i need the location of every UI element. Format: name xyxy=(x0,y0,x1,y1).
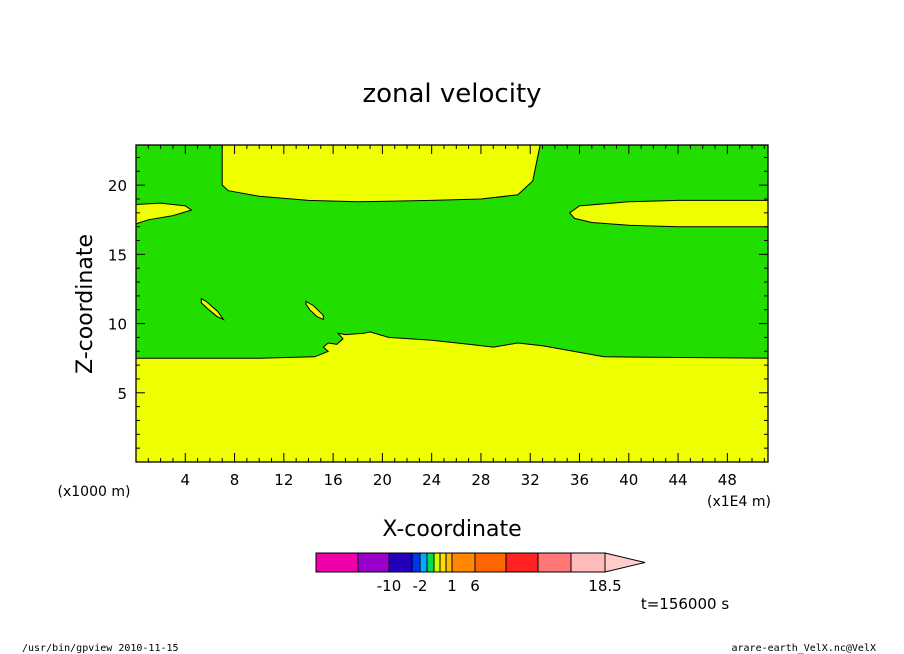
y-tick-label: 10 xyxy=(108,316,127,334)
chart-title: zonal velocity xyxy=(362,79,541,109)
plot-area xyxy=(135,144,769,463)
small-lens-right xyxy=(305,300,324,321)
colorbar-box xyxy=(570,552,606,573)
x-tick-labels: 4 8 12 16 20 24 28 32 36 40 44 48 xyxy=(181,471,737,489)
colorbar-legend xyxy=(315,552,646,573)
colorbar-box xyxy=(411,552,421,573)
colorbar-extension xyxy=(604,552,646,573)
x-tick-label: 8 xyxy=(230,471,240,489)
x-tick-label: 44 xyxy=(669,471,688,489)
colorbar-box xyxy=(439,552,447,573)
small-lens-left xyxy=(200,297,226,321)
colorbar-box xyxy=(426,552,435,573)
footer-left: /usr/bin/gpview 2010-11-15 xyxy=(22,643,179,654)
y-tick-labels: 5 10 15 20 xyxy=(108,177,127,403)
left-edge-lens xyxy=(135,202,193,225)
x-tick-label: 24 xyxy=(422,471,441,489)
x-tick-label: 48 xyxy=(718,471,737,489)
colorbar-label: 1 xyxy=(447,577,457,595)
axis-ticks xyxy=(136,145,768,462)
x-tick-label: 40 xyxy=(619,471,638,489)
colorbar-box xyxy=(388,552,413,573)
colorbar-box xyxy=(451,552,476,573)
colorbar-box xyxy=(357,552,390,573)
y-tick-label: 15 xyxy=(108,246,127,264)
y-tick-label: 5 xyxy=(117,385,127,403)
x-tick-label: 16 xyxy=(324,471,343,489)
x-tick-label: 28 xyxy=(471,471,490,489)
x-tick-label: 32 xyxy=(521,471,540,489)
lower-positive-region xyxy=(135,331,769,463)
footer-right: arare-earth_VelX.nc@VelX xyxy=(732,643,877,654)
colorbar-label: 18.5 xyxy=(588,577,621,595)
colorbar-box xyxy=(474,552,507,573)
colorbar-box xyxy=(537,552,572,573)
colorbar-label: -2 xyxy=(413,577,428,595)
x-axis-label: X-coordinate xyxy=(382,517,521,542)
x-tick-label: 36 xyxy=(570,471,589,489)
y-unit-label: (x1000 m) xyxy=(58,484,131,500)
time-label: t=156000 s xyxy=(641,595,729,613)
plot-frame xyxy=(135,144,769,463)
contour-regions xyxy=(135,144,769,463)
y-axis-label: Z-coordinate xyxy=(73,234,98,374)
colorbar-labels: -10 -2 1 6 18.5 xyxy=(377,577,622,595)
y-tick-label: 20 xyxy=(108,177,127,195)
x-tick-label: 20 xyxy=(373,471,392,489)
x-tick-label: 4 xyxy=(181,471,191,489)
colorbar-box xyxy=(315,552,359,573)
colorbar-box xyxy=(445,552,453,573)
colorbar-box xyxy=(419,552,428,573)
colorbar-label: -10 xyxy=(377,577,402,595)
colorbar-label: 6 xyxy=(470,577,480,595)
x-unit-label: (x1E4 m) xyxy=(707,494,771,510)
x-tick-label: 12 xyxy=(274,471,293,489)
colorbar-box xyxy=(433,552,441,573)
upper-positive-region xyxy=(221,144,541,203)
right-lens xyxy=(568,199,769,228)
colorbar-box xyxy=(505,552,539,573)
